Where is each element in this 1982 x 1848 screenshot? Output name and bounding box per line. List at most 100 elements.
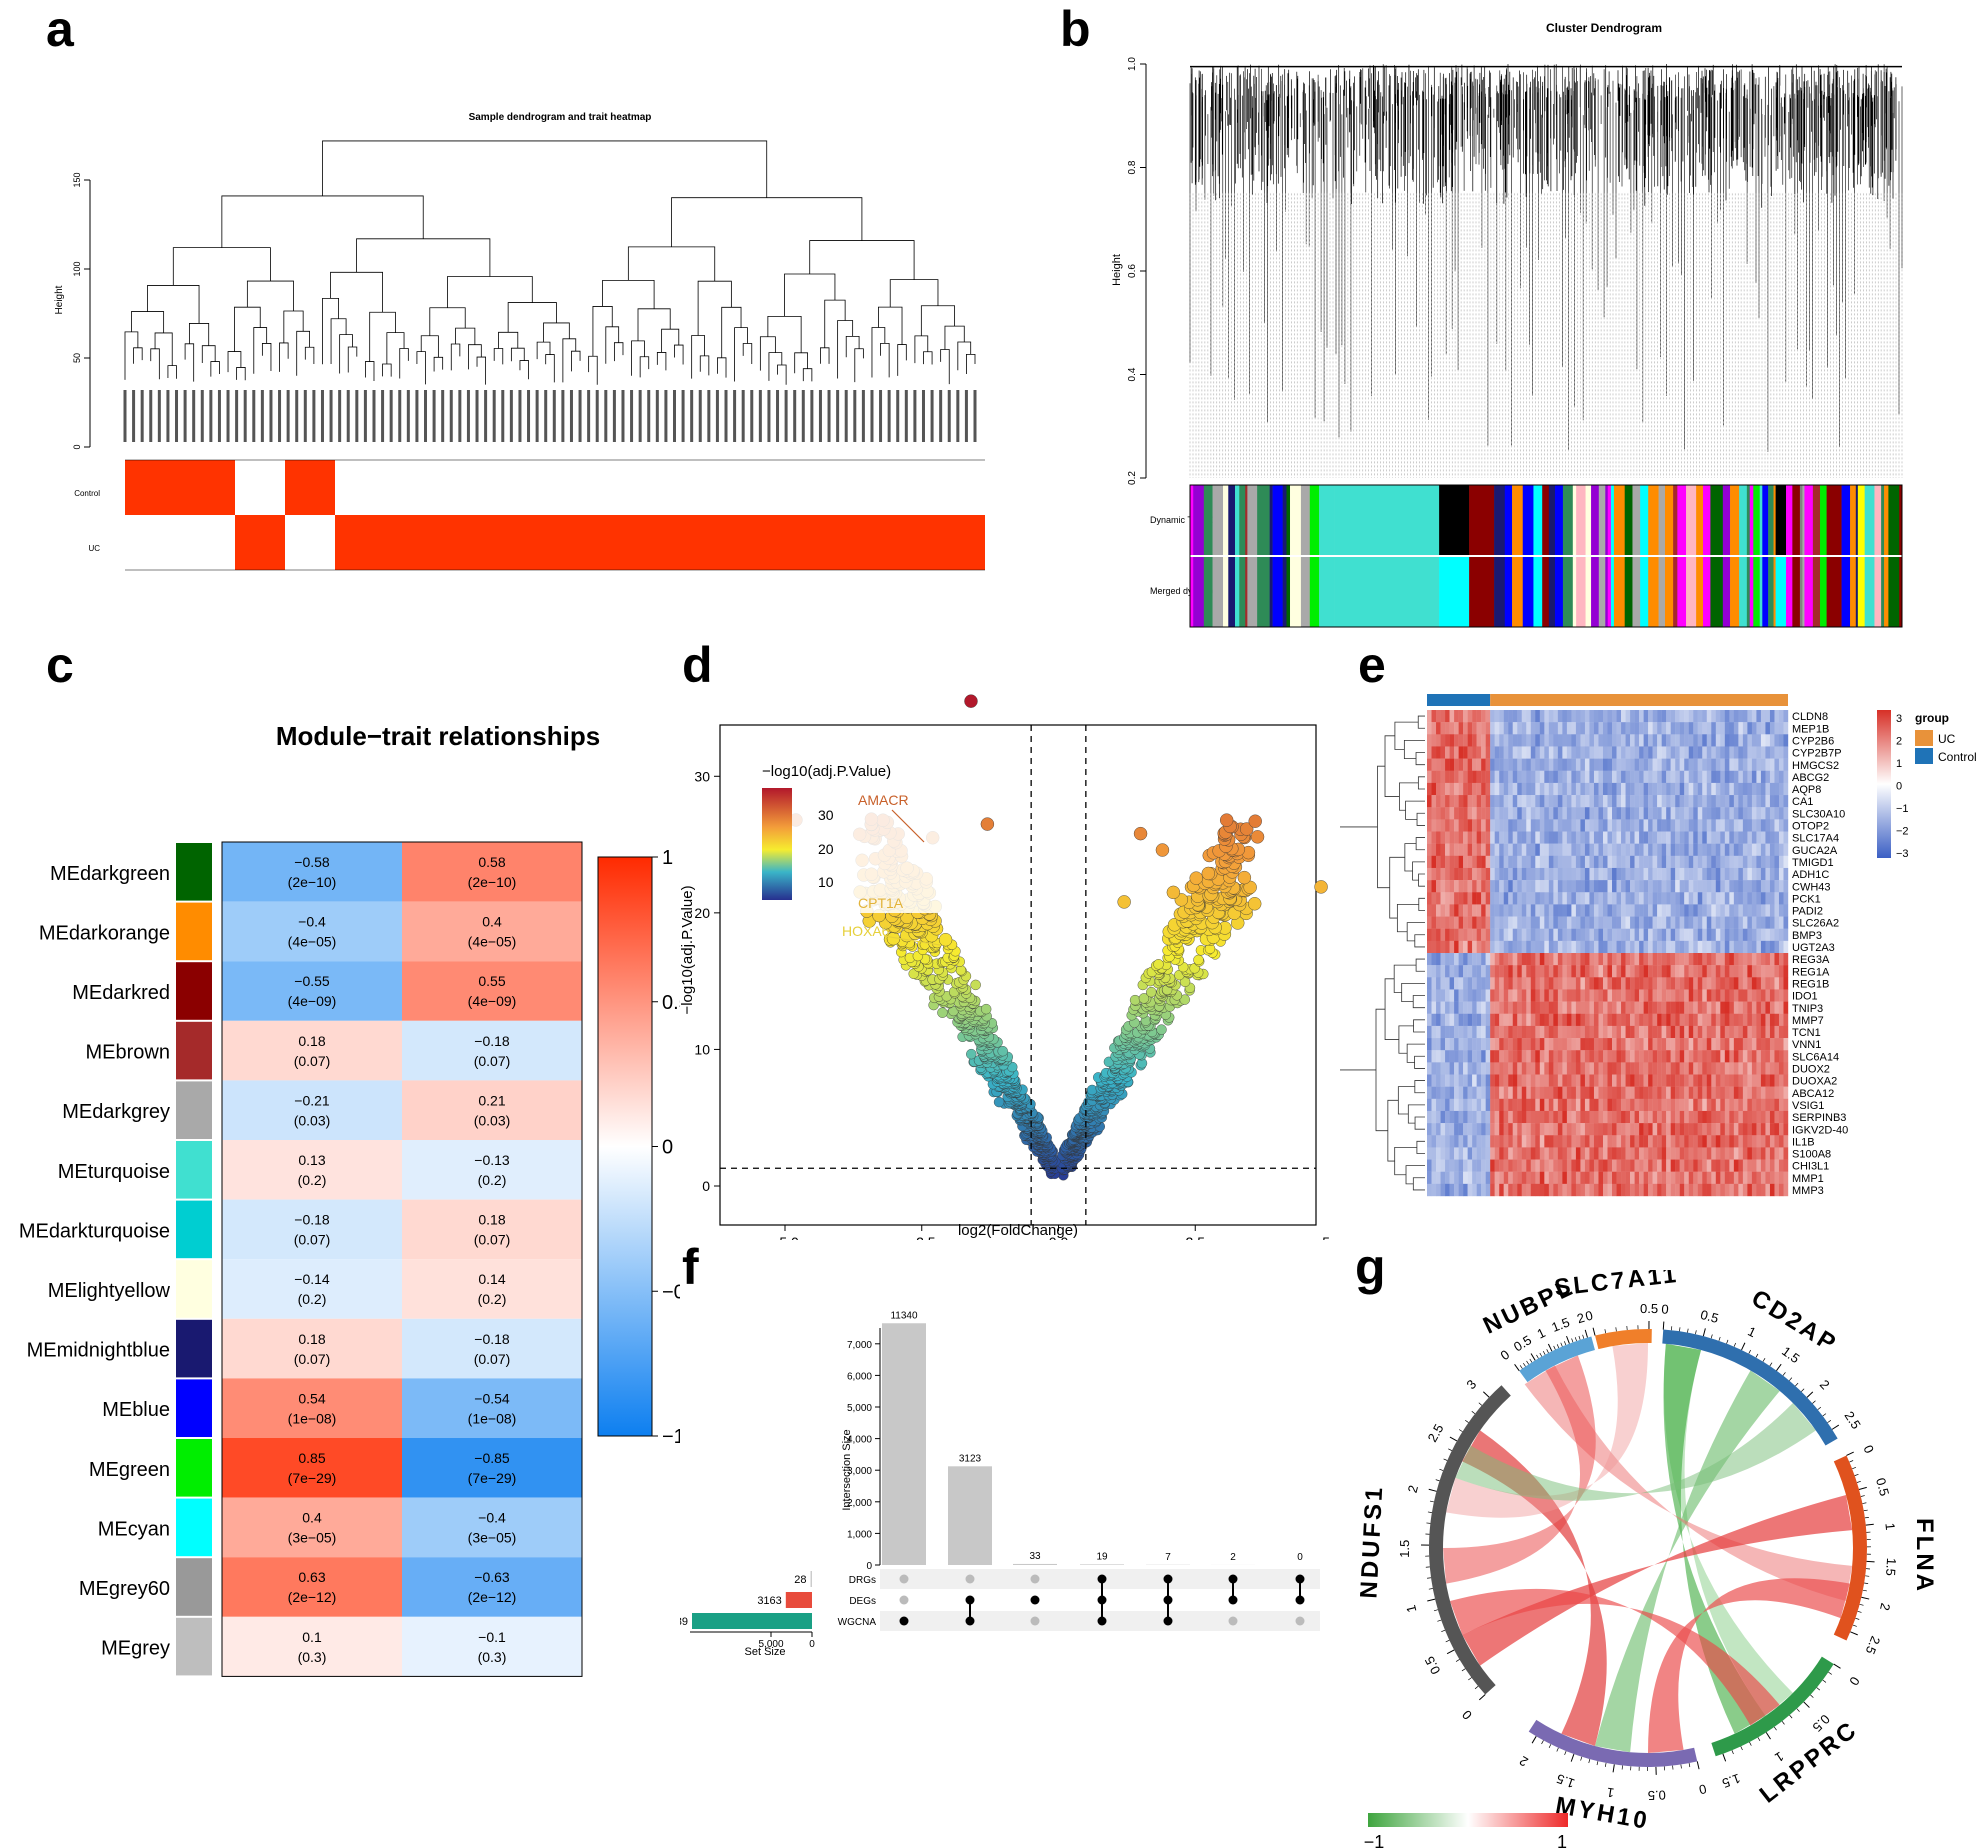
heatmap-dendrogram-branch xyxy=(1375,1008,1388,1132)
heatmap-cell xyxy=(1612,916,1617,929)
heatmap-cell xyxy=(1738,1098,1744,1112)
heatmap-cell xyxy=(1508,746,1513,759)
heatmap-cell xyxy=(1657,1050,1662,1063)
volcano-point xyxy=(1133,826,1148,841)
heatmap-cell xyxy=(1562,989,1568,1002)
heatmap-cell xyxy=(1747,795,1753,808)
heatmap-cell xyxy=(1580,892,1586,905)
heatmap-cell xyxy=(1774,807,1780,820)
heatmap-cell xyxy=(1598,880,1604,893)
merged-dynamic-segment xyxy=(1832,557,1842,627)
heatmap-cell xyxy=(1463,1159,1468,1172)
heatmap-cell xyxy=(1661,758,1667,771)
heatmap-cell xyxy=(1621,855,1626,869)
heatmap-cell xyxy=(1684,1123,1689,1136)
heatmap-cell xyxy=(1639,807,1644,820)
heatmap-cell xyxy=(1616,1123,1622,1136)
sample-label-mark xyxy=(587,390,591,442)
merged-dynamic-segment xyxy=(1591,557,1600,627)
y-tick-label: 20 xyxy=(694,905,710,921)
heatmap-cell xyxy=(1526,758,1531,771)
heatmap-cell xyxy=(1499,734,1504,747)
sample-label-mark xyxy=(913,390,917,442)
heatmap-cell xyxy=(1571,746,1577,759)
heatmap-cell xyxy=(1526,1147,1531,1160)
color-bar-border xyxy=(1189,484,1903,628)
heatmap-cell xyxy=(1648,710,1653,723)
heatmap-cell xyxy=(1454,1110,1459,1124)
sample-label-mark xyxy=(200,390,204,442)
heatmap-cell xyxy=(1499,1098,1504,1112)
heatmap-cell xyxy=(1738,795,1744,808)
heatmap-dendrogram-branch xyxy=(1407,1104,1425,1124)
heatmap-cell xyxy=(1512,1074,1518,1087)
heatmap-cell xyxy=(1769,1050,1775,1063)
heatmap-cell xyxy=(1566,916,1572,929)
heatmap-cell xyxy=(1693,880,1698,893)
heatmap-cell xyxy=(1530,940,1536,954)
heatmap-cell xyxy=(1625,1086,1631,1099)
heatmap-cell xyxy=(1612,904,1617,917)
heatmap-cell xyxy=(1445,1123,1450,1136)
heatmap-cell xyxy=(1539,807,1545,820)
heatmap-cell xyxy=(1621,734,1626,747)
heatmap-cell xyxy=(1494,1135,1500,1148)
heatmap-cell xyxy=(1494,819,1500,832)
heatmap-cell xyxy=(1760,953,1766,966)
module-name: MEblue xyxy=(102,1399,170,1421)
heatmap-cell xyxy=(1499,867,1504,881)
heatmap-cell xyxy=(1747,928,1753,942)
sample-label-mark xyxy=(879,390,883,442)
heatmap-cell xyxy=(1548,1050,1554,1063)
heatmap-cell xyxy=(1539,855,1545,869)
heatmap-cell xyxy=(1729,746,1735,759)
correlation-color-scale xyxy=(597,856,653,1437)
heatmap-cell xyxy=(1508,807,1513,820)
heatmap-cell xyxy=(1634,965,1640,978)
heatmap-cell xyxy=(1697,710,1703,723)
heatmap-cell xyxy=(1729,880,1735,893)
heatmap-cell xyxy=(1756,1147,1762,1160)
heatmap-cell xyxy=(1702,880,1707,893)
heatmap-cell xyxy=(1657,795,1662,808)
dendrogram-branch xyxy=(820,347,830,364)
heatmap-cell xyxy=(1427,855,1432,869)
heatmap-cell xyxy=(1490,1001,1495,1014)
dynamic-tree-cut-segment xyxy=(1212,485,1224,555)
heatmap-cell xyxy=(1679,1050,1685,1063)
heatmap-cell xyxy=(1630,782,1635,796)
heatmap-cell xyxy=(1625,1038,1631,1051)
heatmap-cell xyxy=(1467,1025,1473,1039)
heatmap-cell xyxy=(1625,867,1631,881)
heatmap-cell xyxy=(1670,940,1676,954)
heatmap-cell xyxy=(1499,855,1504,869)
heatmap-cell xyxy=(1521,1013,1527,1027)
heatmap-cell xyxy=(1720,746,1726,759)
heatmap-cell xyxy=(1436,1038,1441,1051)
y-tick-label: 0.4 xyxy=(1127,367,1138,381)
dynamic-tree-cut-segment xyxy=(1753,485,1761,555)
heatmap-cell xyxy=(1769,1098,1775,1112)
heatmap-cell xyxy=(1535,710,1541,723)
heatmap-cell xyxy=(1553,819,1559,832)
heatmap-cell xyxy=(1517,770,1522,784)
heatmap-cell xyxy=(1454,734,1459,747)
heatmap-cell xyxy=(1467,1086,1473,1099)
heatmap-cell xyxy=(1661,880,1667,893)
heatmap-cell xyxy=(1557,770,1563,784)
heatmap-cell xyxy=(1467,1135,1473,1148)
heatmap-cell xyxy=(1571,843,1577,856)
heatmap-cell xyxy=(1598,953,1604,966)
heatmap-cell xyxy=(1584,1074,1590,1087)
heatmap-cell xyxy=(1720,1001,1726,1014)
heatmap-cell xyxy=(1566,965,1572,978)
heatmap-cell xyxy=(1765,1110,1771,1124)
heatmap-cell xyxy=(1427,977,1432,990)
heatmap-cell xyxy=(1738,831,1744,844)
correlation-pvalue: (0.2) xyxy=(298,1172,327,1188)
heatmap-cell xyxy=(1738,1147,1744,1160)
dendrogram-branch xyxy=(339,334,353,374)
heatmap-cell xyxy=(1476,928,1482,942)
heatmap-cell xyxy=(1589,1110,1595,1124)
heatmap-cell xyxy=(1508,867,1513,881)
